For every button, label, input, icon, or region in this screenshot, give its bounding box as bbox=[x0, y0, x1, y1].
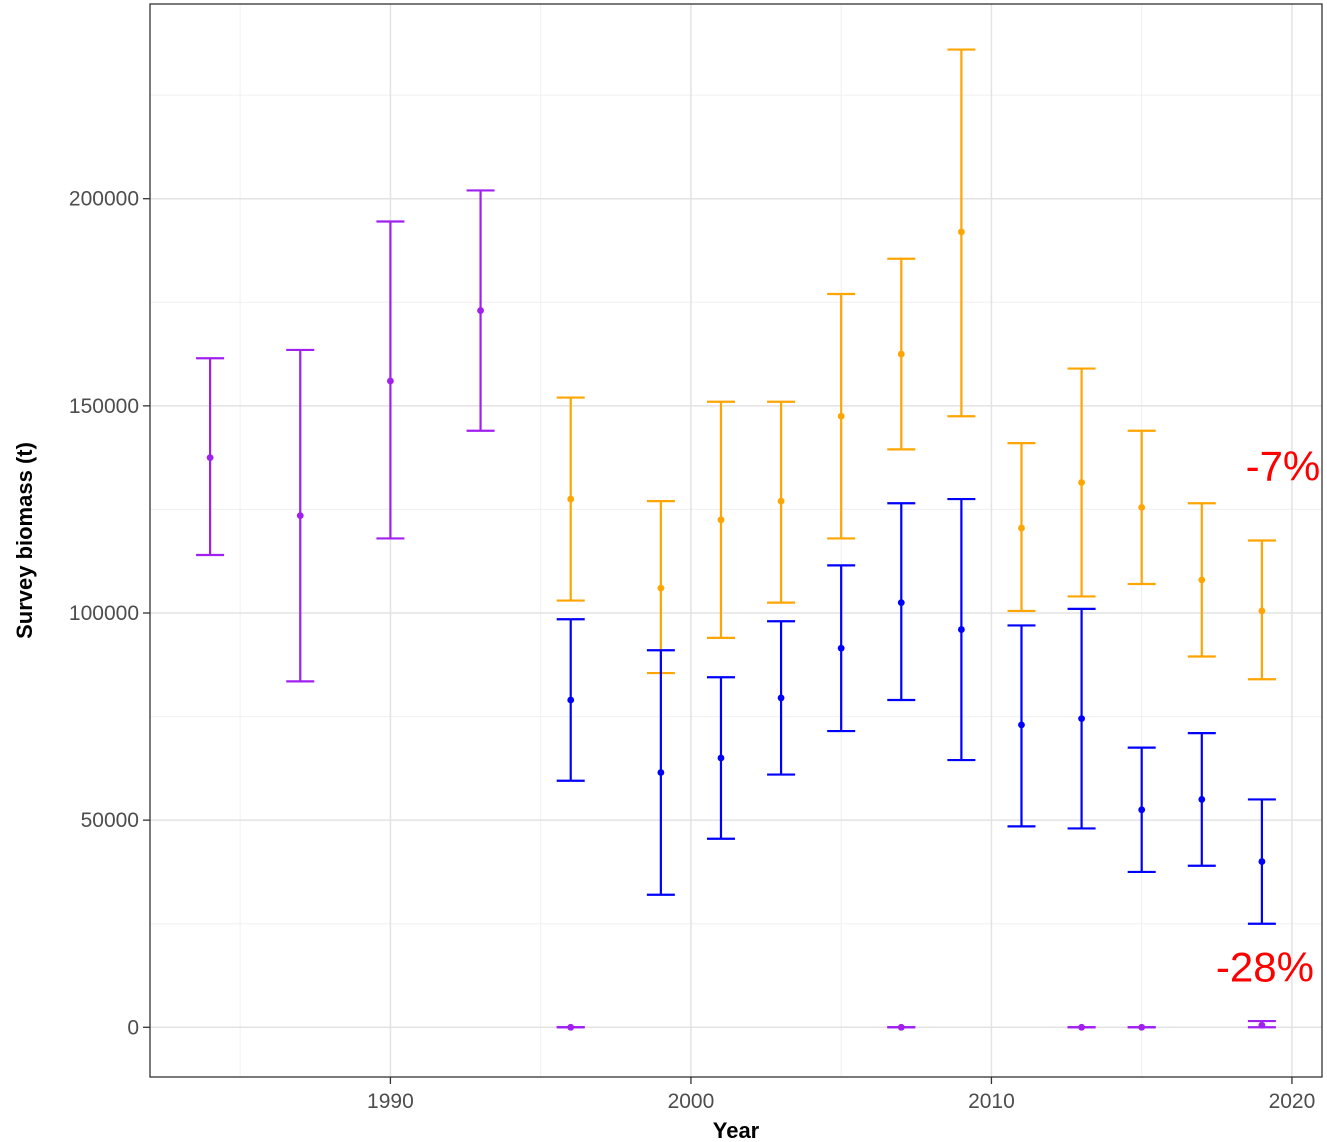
data-point bbox=[1078, 1023, 1085, 1031]
minor-grid bbox=[150, 4, 1322, 1077]
y-axis-title: Survey biomass (t) bbox=[12, 442, 37, 639]
data-point bbox=[777, 694, 785, 702]
y-axis-ticks: 0 50000 100000 150000 200000 bbox=[69, 188, 150, 1039]
annotation-label: -28% bbox=[1216, 944, 1314, 991]
data-point bbox=[657, 584, 665, 592]
data-point bbox=[1138, 503, 1146, 511]
plot-panel bbox=[150, 4, 1322, 1077]
data-point bbox=[1198, 576, 1206, 584]
y-tick-label: 150000 bbox=[69, 395, 139, 418]
data-point bbox=[1078, 715, 1085, 723]
y-tick-label: 50000 bbox=[81, 809, 139, 832]
data-point bbox=[1018, 524, 1025, 532]
data-point bbox=[296, 512, 304, 520]
x-tick-label: 1990 bbox=[367, 1090, 414, 1113]
data-point bbox=[837, 644, 845, 652]
data-point bbox=[567, 696, 575, 704]
data-point bbox=[837, 412, 845, 420]
y-tick-label: 200000 bbox=[69, 188, 139, 211]
data-point bbox=[717, 516, 725, 524]
series-0 bbox=[196, 189, 1276, 1031]
data-point bbox=[897, 599, 905, 607]
error-bar-marks bbox=[196, 48, 1276, 1031]
x-tick-label: 2020 bbox=[1269, 1090, 1316, 1113]
data-point bbox=[1258, 1021, 1266, 1029]
y-tick-label: 100000 bbox=[69, 602, 139, 625]
data-point bbox=[567, 1023, 575, 1031]
data-point bbox=[1018, 721, 1025, 729]
data-point bbox=[657, 769, 665, 776]
data-point bbox=[206, 454, 214, 462]
data-point bbox=[1138, 806, 1146, 814]
annotation-label: -7% bbox=[1246, 442, 1321, 489]
major-grid bbox=[150, 4, 1322, 1077]
x-tick-label: 2000 bbox=[668, 1090, 715, 1113]
series-1 bbox=[556, 48, 1276, 681]
data-point bbox=[1198, 796, 1206, 803]
data-point bbox=[1258, 607, 1266, 615]
data-point bbox=[567, 495, 575, 503]
x-axis-ticks: 1990 2000 2010 2020 bbox=[367, 1077, 1315, 1113]
data-point bbox=[1078, 479, 1085, 486]
annotations: -7% -28% bbox=[1216, 442, 1320, 990]
data-point bbox=[897, 1023, 905, 1031]
data-point bbox=[1138, 1023, 1146, 1031]
data-point bbox=[477, 307, 484, 314]
plot-border bbox=[149, 3, 1323, 1078]
series-2 bbox=[556, 497, 1276, 925]
x-tick-label: 2010 bbox=[968, 1090, 1015, 1113]
data-point bbox=[957, 626, 965, 633]
data-point bbox=[1258, 858, 1266, 865]
data-point bbox=[777, 497, 785, 505]
data-point bbox=[387, 377, 394, 385]
x-axis-title: Year bbox=[713, 1118, 760, 1142]
data-point bbox=[717, 754, 725, 762]
data-point bbox=[957, 228, 965, 236]
y-tick-label: 0 bbox=[127, 1016, 139, 1039]
data-point bbox=[897, 350, 905, 358]
